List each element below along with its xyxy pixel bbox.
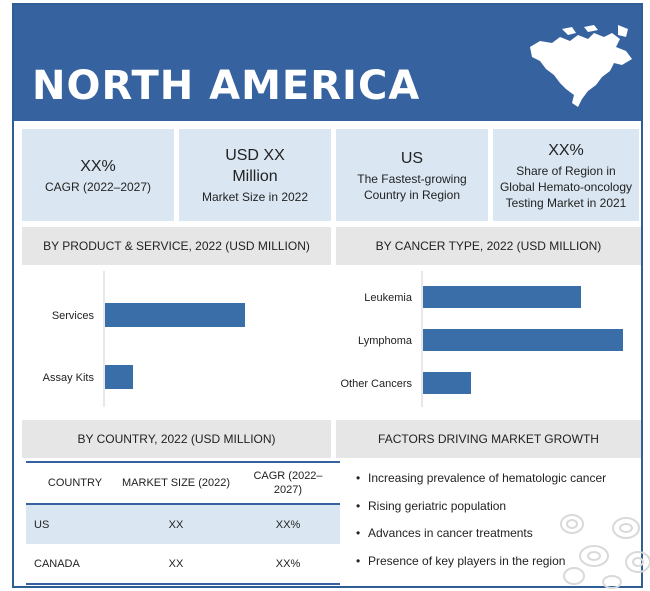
stat-label: Share of Region in Global Hemato-oncolog… bbox=[499, 163, 633, 210]
bar-assay-kits bbox=[105, 365, 133, 389]
column-header: CAGR (2022–2027) bbox=[236, 461, 340, 505]
stat-fastest-country: US The Fastest-growing Country in Region bbox=[336, 129, 488, 221]
section-header-product: BY PRODUCT & SERVICE, 2022 (USD MILLION) bbox=[22, 227, 331, 265]
category-label: Other Cancers bbox=[340, 378, 412, 390]
table-cell: XX% bbox=[236, 504, 340, 544]
category-label: Services bbox=[52, 310, 95, 322]
north-america-map-icon bbox=[530, 25, 632, 107]
stat-region-share: XX% Share of Region in Global Hemato-onc… bbox=[493, 129, 639, 221]
factor-text: Presence of key players in the region bbox=[368, 553, 566, 568]
chart-svg: Leukemia Lymphoma Other Cancers bbox=[340, 271, 623, 407]
infographic-frame: NORTH AMERICA XX% CAGR (2022–2027) USD X… bbox=[12, 3, 650, 589]
stat-market-size: USD XX Million Market Size in 2022 bbox=[179, 129, 331, 221]
category-label: Assay Kits bbox=[43, 372, 95, 384]
stat-label: CAGR (2022–2027) bbox=[44, 179, 152, 194]
table-cell: XX% bbox=[236, 544, 340, 585]
stat-value: USD XX Million bbox=[225, 147, 285, 185]
chart-svg: Services Assay Kits bbox=[43, 271, 245, 407]
factor-text: Increasing prevalence of hematologic can… bbox=[368, 471, 607, 485]
table-cell: XX bbox=[116, 504, 236, 544]
factors-list: • Increasing prevalence of hematologic ca… bbox=[356, 471, 606, 581]
stat-label: The Fastest-growing Country in Region bbox=[357, 171, 467, 202]
bar-leukemia bbox=[423, 286, 581, 308]
column-header: COUNTRY bbox=[26, 461, 116, 505]
section-header-cancer: BY CANCER TYPE, 2022 (USD MILLION) bbox=[336, 227, 641, 265]
column-header: MARKET SIZE (2022) bbox=[116, 461, 236, 505]
stat-value: XX% bbox=[548, 141, 584, 159]
table-row: CANADA XX XX% bbox=[26, 544, 340, 585]
product-bar-chart: Services Assay Kits bbox=[22, 267, 331, 413]
list-item: • Presence of key players in the region bbox=[356, 553, 566, 568]
list-item: • Advances in cancer treatments bbox=[356, 526, 533, 540]
stat-label: Market Size in 2022 bbox=[201, 190, 309, 204]
bar-other-cancers bbox=[423, 372, 471, 394]
table-row: US XX XX% bbox=[26, 504, 340, 544]
category-label: Lymphoma bbox=[358, 335, 413, 347]
country-table: COUNTRY MARKET SIZE (2022) CAGR (2022–20… bbox=[26, 461, 340, 585]
table-header-row: COUNTRY MARKET SIZE (2022) CAGR (2022–20… bbox=[26, 461, 340, 505]
stat-value: XX% bbox=[80, 157, 116, 175]
bar-lymphoma bbox=[423, 329, 623, 351]
bar-services bbox=[105, 303, 245, 327]
cancer-bar-chart: Leukemia Lymphoma Other Cancers bbox=[336, 267, 641, 413]
blood-cells-icon bbox=[560, 514, 650, 589]
section-header-factors: FACTORS DRIVING MARKET GROWTH bbox=[336, 420, 641, 458]
table-cell: CANADA bbox=[26, 544, 116, 585]
list-item: • Rising geriatric population bbox=[356, 498, 507, 513]
banner-title: NORTH AMERICA bbox=[32, 63, 421, 109]
factor-text: Rising geriatric population bbox=[368, 498, 507, 513]
factor-text: Advances in cancer treatments bbox=[368, 526, 533, 540]
banner: NORTH AMERICA bbox=[14, 5, 641, 121]
stat-value: US bbox=[400, 149, 424, 167]
stat-cagr: XX% CAGR (2022–2027) bbox=[22, 129, 174, 221]
list-item: • Increasing prevalence of hematologic ca… bbox=[356, 471, 607, 485]
table-cell: XX bbox=[116, 544, 236, 585]
section-header-country: BY COUNTRY, 2022 (USD MILLION) bbox=[22, 420, 331, 458]
table-cell: US bbox=[26, 504, 116, 544]
category-label: Leukemia bbox=[364, 292, 413, 304]
